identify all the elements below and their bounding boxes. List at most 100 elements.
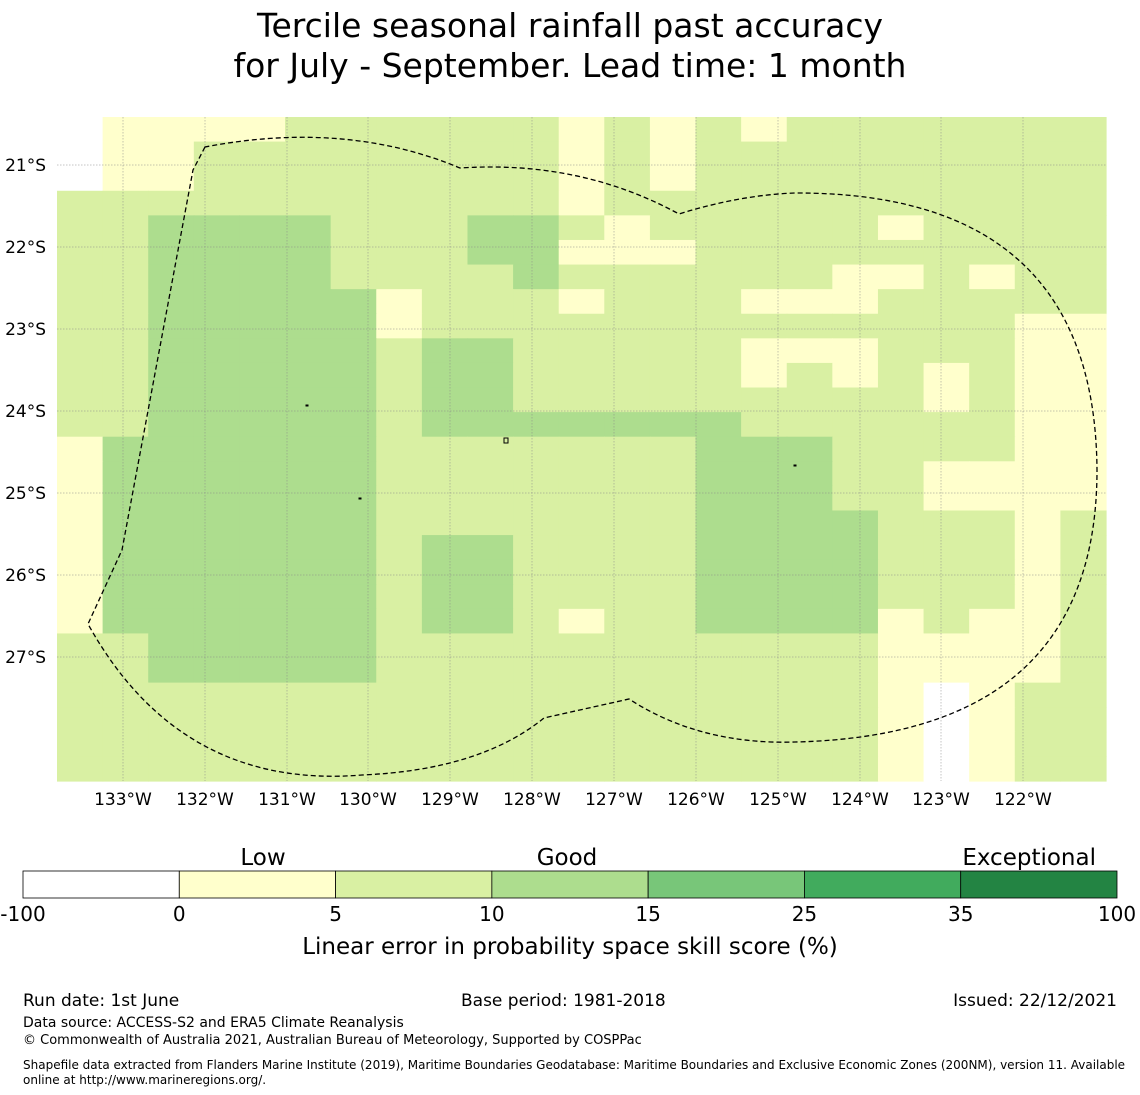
grid-cell [649, 559, 697, 585]
grid-cell [102, 559, 149, 585]
grid-cell [695, 559, 742, 585]
grid-cell [148, 584, 195, 610]
grid-cell [741, 190, 788, 216]
grid-cell [832, 166, 879, 192]
grid-cell [604, 264, 651, 290]
grid-cell [1060, 190, 1107, 216]
grid-cell [695, 682, 742, 708]
grid-cell [649, 412, 697, 438]
grid-cell [741, 264, 788, 290]
grid-cell [832, 117, 879, 143]
grid-cell [877, 461, 925, 487]
grid-cell [513, 117, 560, 143]
grid-cell [558, 756, 605, 782]
grid-cell [1060, 239, 1107, 266]
grid-cell [239, 707, 286, 733]
grid-cell [330, 264, 377, 290]
grid-cell [467, 412, 514, 438]
grid-cell [649, 215, 697, 241]
grid-cell [513, 264, 560, 290]
grid-cell [193, 682, 241, 708]
grid-cell [877, 239, 925, 266]
grid-cell [969, 633, 1016, 659]
grid-cell [969, 338, 1016, 364]
grid-cell [604, 485, 651, 512]
grid-cell [239, 264, 286, 290]
latitude-labels: 21°S 22°S 23°S 24°S 25°S 26°S 27°S [5, 156, 46, 668]
grid-cell [102, 117, 149, 143]
longitude-label: 124°W [831, 790, 889, 810]
grid-cell [57, 387, 104, 413]
grid-cell [832, 436, 879, 462]
grid-cell [148, 338, 195, 364]
grid-cell [877, 436, 925, 462]
grid-cell [1060, 117, 1107, 143]
grid-cell [923, 682, 970, 708]
grid-cell [102, 362, 149, 389]
grid-cell [877, 117, 925, 143]
grid-cell [239, 584, 286, 610]
grid-cell [376, 412, 423, 438]
grid-cell [467, 239, 514, 266]
grid-cell [969, 707, 1016, 733]
grid-cell [148, 215, 195, 241]
grid-cell [649, 731, 697, 757]
grid-cell [376, 141, 423, 167]
grid-cell [969, 215, 1016, 241]
grid-cell [786, 559, 833, 585]
grid-cell [695, 239, 742, 266]
grid-cell [193, 756, 241, 782]
grid-cell [285, 362, 332, 389]
grid-cell [786, 264, 833, 290]
latitude-label: 21°S [5, 156, 46, 176]
grid-cell [193, 510, 241, 536]
grid-cell [285, 535, 332, 561]
grid-cell [741, 289, 788, 315]
grid-cell [969, 756, 1016, 782]
grid-cell [330, 436, 377, 462]
grid-cell [604, 289, 651, 315]
grid-cell [239, 485, 286, 512]
grid-cell [467, 190, 514, 216]
grid-cell [1014, 559, 1061, 585]
grid-cell [330, 707, 377, 733]
grid-cell [604, 166, 651, 192]
run-date: Run date: 1st June [23, 991, 180, 1011]
grid-cell [57, 485, 104, 512]
grid-cell [695, 584, 742, 610]
grid-cell [558, 412, 605, 438]
grid-cell [604, 190, 651, 216]
latitude-label: 22°S [5, 238, 46, 258]
grid-cell [193, 117, 241, 143]
latitude-label: 26°S [5, 566, 46, 586]
grid-cell [877, 731, 925, 757]
grid-cell [239, 436, 286, 462]
grid-cell [558, 559, 605, 585]
grid-cell [467, 756, 514, 782]
grid-cell [376, 535, 423, 561]
grid-cell [877, 608, 925, 635]
grid-cell [877, 756, 925, 782]
grid-cell [1060, 264, 1107, 290]
grid-cell [877, 559, 925, 585]
grid-cell [1014, 313, 1061, 339]
colorbar-category-labels: Low Good Exceptional [240, 845, 1096, 871]
grid-cell [1060, 313, 1107, 339]
grid-cell [285, 313, 332, 339]
grid-cell [923, 215, 970, 241]
grid-cell [57, 658, 104, 684]
grid-cell [832, 535, 879, 561]
grid-cell [604, 633, 651, 659]
grid-cell [376, 289, 423, 315]
grid-cell [832, 141, 879, 167]
grid-cell [695, 461, 742, 487]
grid-cell [1014, 608, 1061, 635]
grid-cell [1014, 239, 1061, 266]
grid-cell [330, 412, 377, 438]
grid-cell [558, 313, 605, 339]
grid-cell [513, 731, 560, 757]
grid-cell [558, 510, 605, 536]
grid-cell [513, 190, 560, 216]
grid-cell [786, 190, 833, 216]
grid-cell [102, 707, 149, 733]
